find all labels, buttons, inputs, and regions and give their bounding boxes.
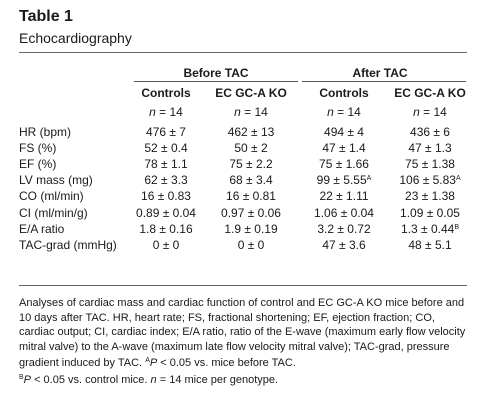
footnote-marker: B (454, 223, 459, 231)
table-cell: 0 ± 0 (152, 237, 180, 252)
table-cell: 75 ± 1.38 (405, 157, 455, 172)
row-label: FS (%) (19, 141, 57, 156)
table-row: EF (%) 78 ± 1.1 75 ± 2.2 75 ± 1.66 75 ± 1.38 (0, 157, 487, 173)
table-cell: 1.09 ± 0.05 (400, 205, 460, 220)
table-cell: 99 ± 5.55A (316, 173, 372, 188)
top-rule (19, 52, 467, 53)
table-cell: 47 ± 1.3 (408, 141, 452, 156)
row-label: TAC-grad (mmHg) (19, 237, 117, 252)
table-cell: 47 ± 3.6 (322, 237, 366, 252)
n-count: n = 14 (413, 105, 447, 119)
table-row: TAC-grad (mmHg) 0 ± 0 0 ± 0 47 ± 3.6 48 ± 5.… (0, 238, 487, 254)
table-cell: 52 ± 0.4 (144, 141, 188, 156)
table-cell: 494 ± 4 (324, 125, 364, 139)
table-cell: 0 ± 0 (237, 237, 265, 252)
row-label: CO (ml/min) (19, 189, 84, 204)
table-cell: 16 ± 0.81 (226, 189, 276, 204)
table-cell: 106 ± 5.83A (399, 173, 461, 188)
row-label: LV mass (mg) (19, 173, 93, 188)
table-cell: 22 ± 1.11 (319, 189, 369, 204)
row-label: CI (ml/min/g) (19, 205, 88, 220)
row-label: E/A ratio (19, 221, 65, 236)
table-cell: 23 ± 1.38 (405, 189, 455, 204)
table-subtitle: Echocardiography (19, 30, 132, 46)
n-count: n = 14 (327, 105, 361, 119)
table-cell: 16 ± 0.83 (141, 189, 191, 204)
table-cell: 0.97 ± 0.06 (221, 205, 281, 220)
table-row: CI (ml/min/g) 0.89 ± 0.04 0.97 ± 0.06 1.06 … (0, 206, 487, 222)
column-header-controls-before: Controls (141, 86, 191, 100)
table-cell: 50 ± 2 (234, 141, 268, 156)
table-cell: 1.06 ± 0.04 (314, 205, 374, 220)
table-cell: 48 ± 5.1 (408, 237, 452, 252)
table-row: FS (%) 52 ± 0.4 50 ± 2 47 ± 1.4 47 ± 1.3 (0, 141, 487, 157)
table-footnote: Analyses of cardiac mass and cardiac fun… (19, 297, 466, 386)
table-cell: 476 ± 7 (146, 125, 186, 139)
n-count: n = 14 (149, 105, 183, 119)
column-header-ko-after: EC GC-A KO (394, 86, 466, 100)
bottom-rule (19, 285, 467, 286)
group-after-underline (302, 81, 466, 82)
table-cell: 1.9 ± 0.19 (224, 221, 278, 236)
table-cell: 3.2 ± 0.72 (317, 221, 371, 236)
table-cell: 462 ± 13 (227, 125, 275, 139)
table-cell: 1.8 ± 0.16 (139, 221, 193, 236)
table-cell: 68 ± 3.4 (229, 173, 273, 188)
table-cell: 78 ± 1.1 (144, 157, 188, 172)
table-cell: 62 ± 3.3 (144, 173, 188, 188)
table-row: CO (ml/min) 16 ± 0.83 16 ± 0.81 22 ± 1.11 23… (0, 189, 487, 205)
row-label: EF (%) (19, 157, 57, 172)
table-row: HR (bpm) 476 ± 7 462 ± 13 494 ± 4 436 ± 6 (0, 125, 487, 141)
group-before-underline (134, 81, 298, 82)
table-title: Table 1 (19, 8, 73, 25)
row-label: HR (bpm) (19, 125, 72, 139)
table-row: E/A ratio 1.8 ± 0.16 1.9 ± 0.19 3.2 ± 0.72 1… (0, 222, 487, 238)
footnote-marker: A (366, 175, 372, 183)
table-cell: 1.3 ± 0.44B (401, 221, 459, 236)
n-count: n = 14 (234, 105, 268, 119)
table-cell: 75 ± 2.2 (229, 157, 273, 172)
group-before-tac: Before TAC (183, 66, 249, 80)
group-after-tac: After TAC (352, 66, 408, 80)
table-cell: 75 ± 1.66 (319, 157, 369, 172)
table-cell: 436 ± 6 (410, 125, 450, 139)
table-cell: 0.89 ± 0.04 (136, 205, 196, 220)
table-row: LV mass (mg) 62 ± 3.3 68 ± 3.4 99 ± 5.55A 10… (0, 173, 487, 189)
column-header-ko-before: EC GC-A KO (215, 86, 287, 100)
table-cell: 47 ± 1.4 (322, 141, 366, 156)
footnote-marker: A (455, 175, 461, 183)
column-header-controls-after: Controls (319, 86, 369, 100)
